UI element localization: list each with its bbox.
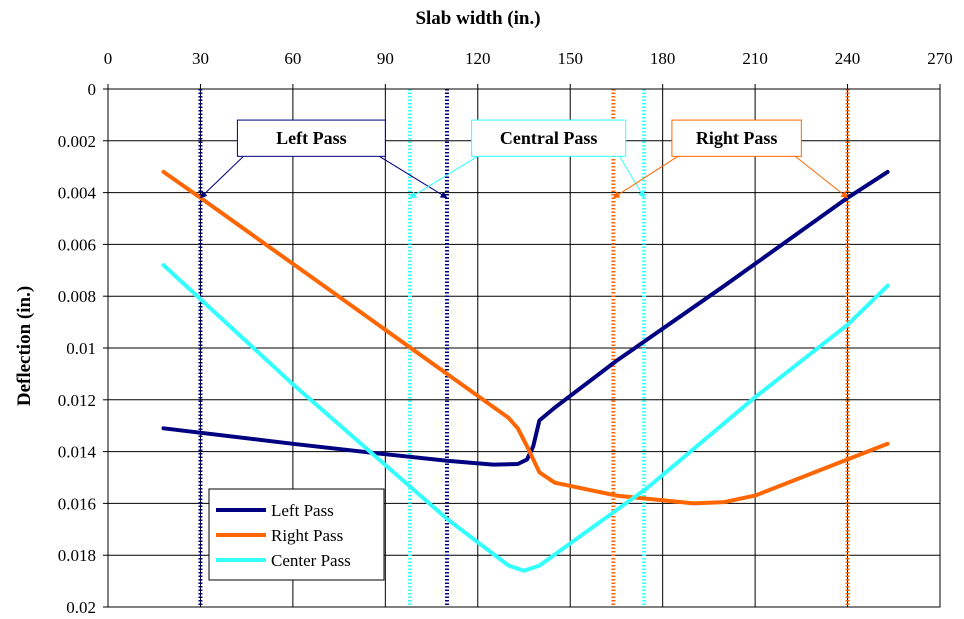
x-tick-label: 90 [377,49,394,68]
y-tick-label: 0.006 [58,235,96,254]
callout-box [671,119,802,157]
callout-arrow [619,156,645,199]
series-lines [161,169,890,573]
callout-arrow [199,155,244,199]
callout-arrow [612,155,679,199]
y-axis-title: Deflection (in.) [14,286,35,406]
y-tick-label: 0.012 [58,391,96,410]
legend-label-left-pass: Left Pass [271,501,334,520]
x-tick-labels: 0 30 60 90 120 150 180 210 240 270 [104,49,953,89]
x-axis-title: Slab width (in.) [415,8,540,29]
callout-label: Left Pass [276,128,347,148]
x-tick-label: 180 [650,49,676,68]
callout-arrow [795,155,849,199]
series-line-center-pass [161,263,890,573]
y-tick-label: 0.014 [58,443,97,462]
series-line-right-pass [161,169,890,506]
x-tick-label: 150 [557,49,583,68]
y-tick-label: 0.018 [58,546,96,565]
callout-arrow [379,155,448,199]
y-tick-label: 0.004 [58,184,97,203]
callouts: Left Pass Central Pass Right Pass [199,119,849,199]
y-tick-label: 0.02 [66,598,96,617]
x-tick-label: 210 [742,49,768,68]
y-tick-label: 0.016 [58,494,96,513]
series-line-left-pass [161,169,890,467]
callout-right-pass: Right Pass [612,119,849,199]
legend-label-center-pass: Center Pass [271,551,351,570]
legend: Left Pass Right Pass Center Pass [208,488,385,581]
callout-box [471,119,627,157]
callout-arrow [409,155,478,199]
callout-central-pass: Central Pass [409,119,645,199]
y-tick-labels: 0 0.002 0.004 0.006 0.008 0.01 0.012 0.014 0.016… [58,80,108,617]
x-tick-label: 120 [465,49,491,68]
y-tick-label: 0.008 [58,287,96,306]
callout-label: Central Pass [500,128,598,148]
y-tick-label: 0.01 [66,339,96,358]
y-tick-label: 0.002 [58,132,96,151]
x-tick-label: 30 [192,49,209,68]
x-tick-label: 60 [284,49,301,68]
y-tick-label: 0 [88,80,97,99]
plot-frame [107,88,941,608]
callout-label: Right Pass [696,128,778,148]
legend-label-right-pass: Right Pass [271,526,343,545]
x-tick-label: 240 [835,49,861,68]
callout-left-pass: Left Pass [199,119,448,199]
x-tick-label: 0 [104,49,113,68]
x-tick-label: 270 [927,49,953,68]
callout-box [236,119,386,157]
